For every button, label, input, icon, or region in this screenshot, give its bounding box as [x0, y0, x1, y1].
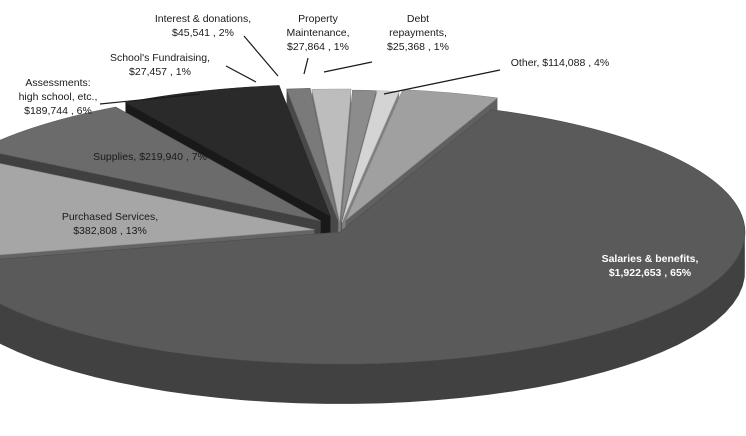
slice-data-label-line: School's Fundraising, [110, 52, 210, 64]
slice-data-label-line: $27,457 , 1% [129, 66, 191, 78]
slice-data-label-line: $189,744 , 6% [24, 105, 92, 117]
label-leader-line [304, 58, 308, 74]
slice-data-label-line: Other, $114,088 , 4% [511, 57, 609, 69]
slice-data-label-line: Interest & donations, [155, 13, 251, 25]
slice-data-label: Property Maintenance, $27,864 , 1% [286, 13, 349, 53]
slice-data-label-line: high school, etc., [19, 91, 98, 103]
slice-data-label-line: $1,922,653 , 65% [609, 267, 692, 279]
slice-data-label-line: Property [298, 13, 338, 25]
slice-data-label-line: $25,368 , 1% [387, 41, 449, 53]
slice-data-label-line: Supplies, $219,940 , 7% [93, 151, 207, 163]
slice-data-label: School's Fundraising, $27,457 , 1% [110, 52, 210, 78]
slice-data-label-line: Assessments: [25, 77, 90, 89]
slice-data-label-line: Salaries & benefits, [602, 253, 699, 265]
slice-data-label-line: Purchased Services, [62, 211, 158, 223]
slice-data-label-line: $382,808 , 13% [73, 225, 147, 237]
label-leader-line [226, 66, 256, 82]
slice-data-label-line: Debt [407, 13, 429, 25]
slice-data-label-line: $27,864 , 1% [287, 41, 349, 53]
slice-data-label: Interest & donations, $45,541 , 2% [155, 13, 251, 39]
slice-data-label: Assessments: high school, etc., $189,744 ,… [19, 77, 98, 117]
label-leader-line [324, 62, 372, 72]
slice-data-label-line: Maintenance, [286, 27, 349, 39]
slice-data-label: Supplies, $219,940 , 7% [93, 151, 207, 163]
slice-data-label-line: repayments, [389, 27, 447, 39]
label-leader-line [384, 70, 500, 94]
slice-data-label: Debt repayments, $25,368 , 1% [387, 13, 449, 53]
slice-data-label: Other, $114,088 , 4% [511, 57, 609, 69]
label-leader-line [244, 36, 278, 76]
slice-data-label-line: $45,541 , 2% [172, 27, 234, 39]
